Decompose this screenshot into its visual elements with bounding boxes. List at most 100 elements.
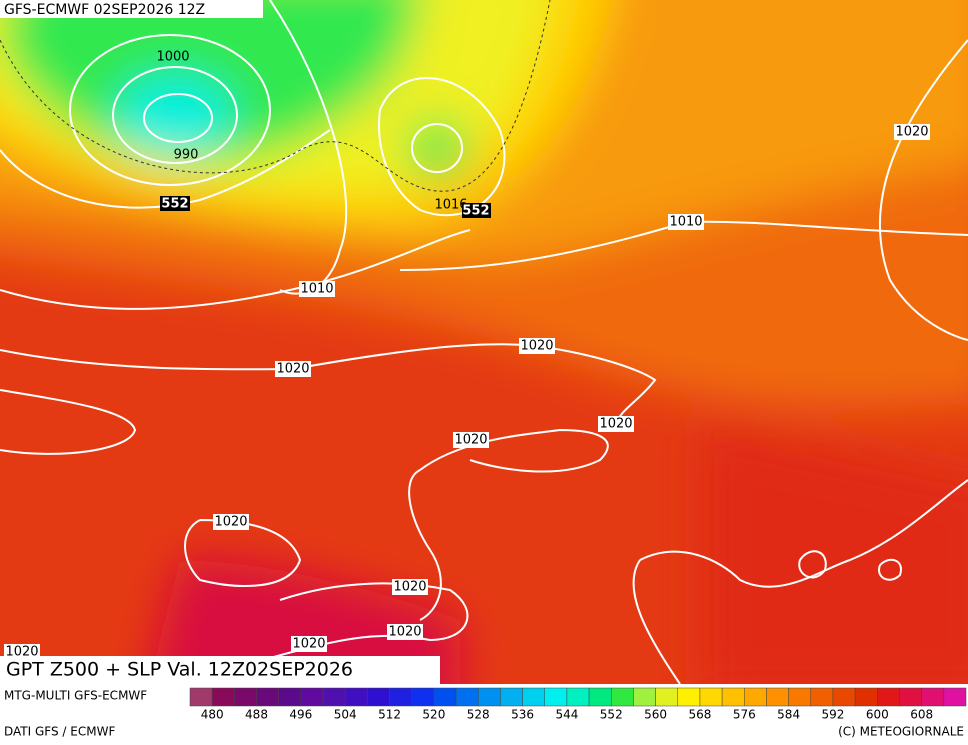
colorbar-swatch bbox=[522, 687, 545, 707]
contour-label: 1020 bbox=[214, 515, 247, 530]
colorbar-swatch bbox=[389, 687, 412, 707]
colorbar: 480 488 496 504 512 520 528 536 544 552 560 568 576 5… bbox=[189, 687, 967, 722]
colorbar-label: 480 bbox=[201, 708, 224, 722]
isobar bbox=[0, 343, 657, 425]
colorbar-swatch bbox=[433, 687, 457, 707]
isobar bbox=[0, 229, 471, 310]
isobar bbox=[632, 559, 681, 684]
label-bg bbox=[291, 636, 327, 652]
colorbar-swatch bbox=[677, 687, 701, 707]
colorbar-label: 560 bbox=[644, 708, 667, 722]
map-area: 1000 990 552 1016 552 1010 1020 1010 102… bbox=[0, 0, 968, 684]
colorbar-swatch bbox=[477, 687, 501, 707]
colorbar-swatch bbox=[367, 687, 390, 707]
isobar bbox=[639, 479, 968, 588]
contour-label: 1020 bbox=[895, 125, 928, 140]
isobar bbox=[184, 519, 302, 587]
model-name: MTG-MULTI GFS-ECMWF bbox=[4, 689, 147, 703]
colorbar-label: 496 bbox=[289, 708, 312, 722]
isobar bbox=[878, 39, 968, 341]
colorbar-label: 552 bbox=[600, 708, 623, 722]
colorbar-swatch bbox=[322, 687, 346, 707]
label-bg bbox=[462, 203, 491, 218]
isobar bbox=[798, 550, 827, 579]
label-bg bbox=[453, 432, 489, 448]
contour-label: 552 bbox=[161, 197, 188, 212]
colorbar-swatch bbox=[211, 687, 235, 707]
colorbar-label: 584 bbox=[777, 708, 800, 722]
isobar bbox=[143, 93, 213, 143]
colorbar-swatch bbox=[721, 687, 745, 707]
label-bg bbox=[275, 361, 311, 377]
contour-label: 1020 bbox=[388, 625, 421, 640]
header-title: GFS-ECMWF 02SEP2026 12Z bbox=[4, 2, 205, 18]
colorbar-swatch bbox=[588, 687, 612, 707]
colorbar-label: 536 bbox=[511, 708, 534, 722]
contour-label: 1000 bbox=[156, 50, 189, 65]
colorbar-label: 488 bbox=[245, 708, 268, 722]
colorbar-swatch bbox=[699, 687, 723, 707]
contour-label: 990 bbox=[174, 148, 199, 163]
data-source: DATI GFS / ECMWF bbox=[4, 725, 115, 739]
label-bg bbox=[519, 338, 555, 354]
contour-label: 1016 bbox=[434, 198, 467, 213]
colorbar-swatch bbox=[256, 687, 279, 707]
colorbar-swatch bbox=[278, 687, 302, 707]
colorbar-swatch bbox=[788, 687, 812, 707]
contour-label: 1020 bbox=[520, 339, 553, 354]
isobar bbox=[411, 123, 463, 173]
isobar bbox=[878, 558, 902, 581]
colorbar-swatch bbox=[234, 687, 257, 707]
colorbar-swatch bbox=[566, 687, 590, 707]
colorbar-swatch bbox=[655, 687, 679, 707]
colorbar-label: 528 bbox=[467, 708, 490, 722]
label-bg bbox=[387, 624, 423, 640]
colorbar-swatch bbox=[189, 687, 213, 707]
z500-contour bbox=[0, 0, 551, 192]
colorbar-swatch bbox=[744, 687, 767, 707]
copyright: (C) METEOGIORNALE bbox=[838, 725, 964, 739]
title-box bbox=[0, 656, 440, 684]
colorbar-swatch bbox=[300, 687, 324, 707]
contour-label: 1010 bbox=[669, 215, 702, 230]
label-bg bbox=[160, 196, 190, 211]
colorbar-swatch bbox=[455, 687, 479, 707]
colorbar-label: 512 bbox=[378, 708, 401, 722]
colorbar-swatch bbox=[500, 687, 523, 707]
isobar bbox=[408, 469, 442, 621]
colorbar-label: 568 bbox=[688, 708, 711, 722]
colorbar-swatch bbox=[411, 687, 435, 707]
label-bg bbox=[668, 214, 704, 230]
colorbar-swatch bbox=[921, 687, 945, 707]
colorbar-swatch bbox=[899, 687, 922, 707]
header-box bbox=[0, 0, 263, 18]
contour-label: 1020 bbox=[292, 637, 325, 652]
colorbar-swatch bbox=[810, 687, 834, 707]
colorbar-label: 592 bbox=[822, 708, 845, 722]
colorbar-swatch bbox=[544, 687, 568, 707]
contour-label: 1020 bbox=[5, 645, 38, 660]
colorbar-swatch bbox=[611, 687, 634, 707]
product-title: GPT Z500 + SLP Val. 12Z02SEP2026 bbox=[6, 659, 353, 681]
isobar bbox=[112, 66, 238, 164]
contour-label: 1020 bbox=[276, 362, 309, 377]
colorbar-swatch bbox=[766, 687, 789, 707]
label-bg bbox=[598, 416, 634, 432]
label-bg bbox=[392, 579, 428, 595]
contour-label: 1020 bbox=[454, 433, 487, 448]
colorbar-label: 520 bbox=[422, 708, 445, 722]
contour-label: 1010 bbox=[300, 282, 333, 297]
isobar bbox=[69, 34, 271, 186]
colorbar-label: 576 bbox=[733, 708, 756, 722]
label-bg bbox=[299, 281, 335, 297]
colorbar-swatch bbox=[832, 687, 856, 707]
isobar bbox=[378, 76, 506, 217]
label-bg bbox=[894, 124, 930, 140]
colorbar-swatch bbox=[344, 687, 368, 707]
label-bg bbox=[213, 514, 249, 530]
contour-label: 552 bbox=[462, 204, 489, 219]
colorbar-swatch bbox=[877, 687, 900, 707]
colorbar-label: 608 bbox=[910, 708, 933, 722]
colorbar-label: 544 bbox=[555, 708, 578, 722]
